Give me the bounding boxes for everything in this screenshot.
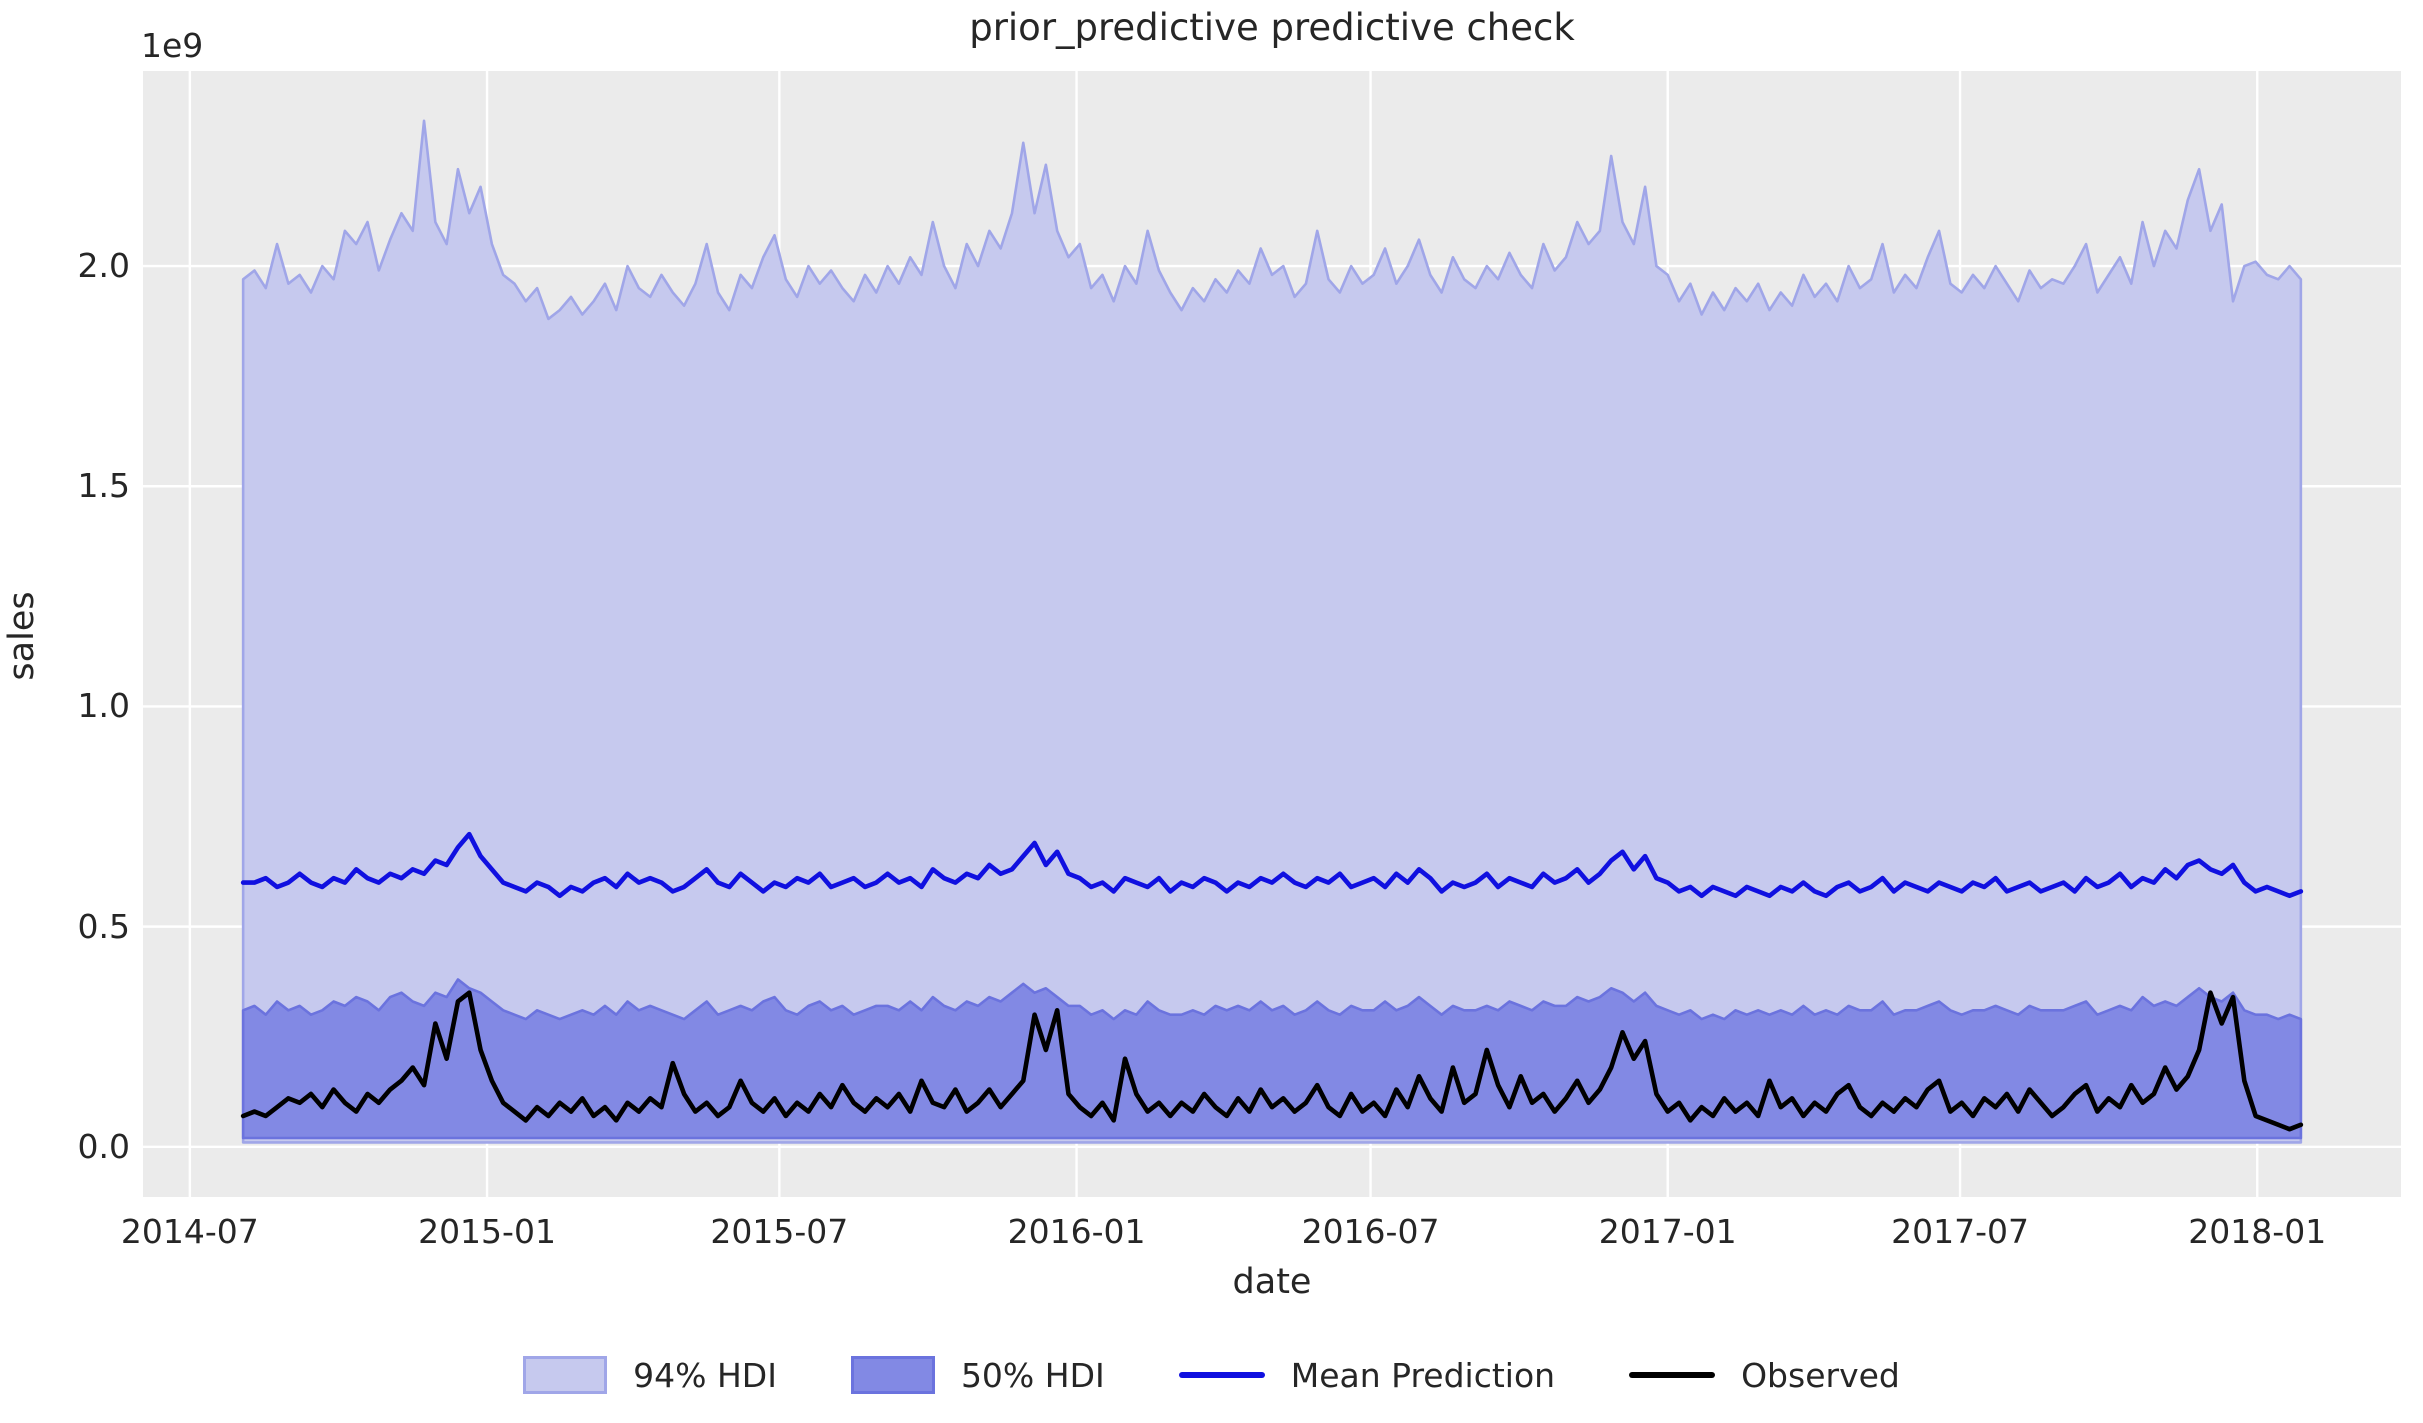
- legend-item-50-hdi: 50% HDI: [850, 1355, 1105, 1395]
- legend: 94% HDI 50% HDI Mean Prediction Observed: [0, 1340, 2423, 1410]
- x-tick-label: 2017-07: [1891, 1212, 2029, 1251]
- chart-title: prior_predictive predictive check: [969, 6, 1575, 49]
- x-tick-label: 2015-07: [710, 1212, 849, 1251]
- y-tick-label: 0.0: [77, 1126, 130, 1166]
- hdi-band-50-hdi: [241, 978, 2303, 1140]
- legend-item-mean-prediction: Mean Prediction: [1178, 1355, 1556, 1395]
- x-axis-label: date: [1232, 1262, 1312, 1302]
- x-tick-label: 2016-07: [1301, 1212, 1440, 1251]
- y-tick-label: 2.0: [77, 246, 130, 286]
- hdi-50-swatch: [850, 1356, 935, 1394]
- legend-label: Mean Prediction: [1290, 1355, 1556, 1395]
- x-tick-label: 2015-01: [418, 1212, 556, 1251]
- x-tick-label: 2014-07: [120, 1212, 259, 1251]
- x-tick-label: 2016-01: [1007, 1212, 1146, 1251]
- y-tick-label: 1.5: [77, 466, 130, 506]
- mean-prediction-line-swatch: [1178, 1372, 1265, 1378]
- y-tick-label: 1.0: [77, 686, 130, 726]
- y-tick-label: 0.5: [77, 906, 130, 946]
- legend-label: 94% HDI: [633, 1355, 777, 1395]
- observed-line-swatch: [1629, 1372, 1716, 1378]
- x-tick-label: 2017-01: [1598, 1212, 1737, 1251]
- mean-prediction-line: [240, 831, 2304, 899]
- observed-line: [240, 990, 2304, 1132]
- x-tick-label: 2018-01: [2188, 1212, 2327, 1251]
- legend-item-observed: Observed: [1629, 1356, 1900, 1395]
- legend-item-94-hdi: 94% HDI: [523, 1356, 777, 1395]
- y-axis-offset-label: 1e9: [141, 26, 204, 65]
- legend-label: 50% HDI: [960, 1355, 1105, 1395]
- hdi-94-swatch: [523, 1356, 608, 1394]
- legend-label: Observed: [1741, 1355, 1900, 1395]
